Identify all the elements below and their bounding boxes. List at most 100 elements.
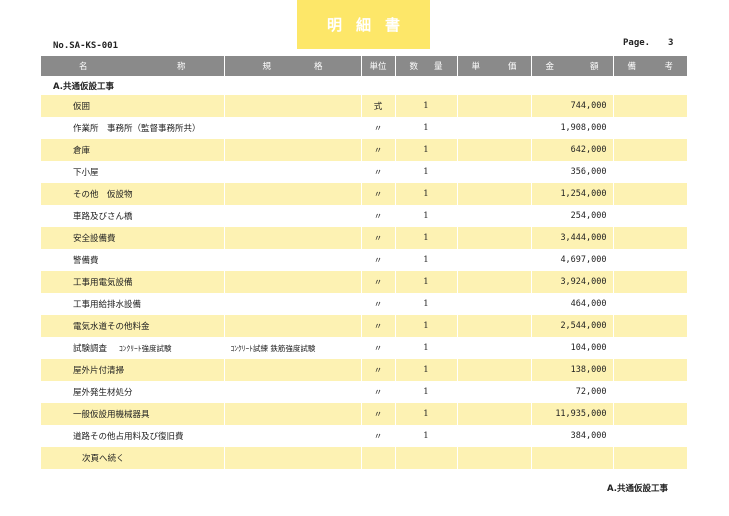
item-spec <box>224 315 362 337</box>
item-note <box>613 227 687 249</box>
item-amount: 1,908,000 <box>531 117 614 139</box>
item-unit: 〃 <box>361 293 396 315</box>
table-row: 試験調査 ｺﾝｸﾘｰﾄ強度試験 ｺﾝｸﾘｰﾄ試練 鉄筋強度試験〃 1 104,000 <box>41 337 687 359</box>
item-amount: 4,697,000 <box>531 249 614 271</box>
item-unit-price <box>457 337 532 359</box>
item-unit: 〃 <box>361 205 396 227</box>
col-header-price: 単価 <box>457 56 532 76</box>
item-spec <box>224 403 362 425</box>
item-amount: 2,544,000 <box>531 315 614 337</box>
col-header-note: 備考 <box>613 56 687 76</box>
item-spec <box>224 183 362 205</box>
item-unit-price <box>457 139 532 161</box>
item-spec <box>224 139 362 161</box>
item-amount: 1,254,000 <box>531 183 614 205</box>
item-spec <box>224 381 362 403</box>
item-name: 下小屋 <box>41 161 225 183</box>
item-quantity: 1 <box>395 403 458 425</box>
item-spec <box>224 205 362 227</box>
empty-cell <box>613 447 687 469</box>
empty-cell <box>361 447 396 469</box>
item-quantity: 1 <box>395 117 458 139</box>
item-note <box>613 425 687 447</box>
item-unit: 〃 <box>361 315 396 337</box>
item-name: 工事用給排水設備 <box>41 293 225 315</box>
empty-cell <box>395 447 458 469</box>
item-unit: 〃 <box>361 139 396 161</box>
item-unit: 〃 <box>361 249 396 271</box>
item-note <box>613 337 687 359</box>
document-title: 明細書 <box>326 16 414 34</box>
item-note <box>613 183 687 205</box>
table-row: 電気水道その他料金 〃 1 2,544,000 <box>41 315 687 337</box>
page-label: Page. <box>623 38 651 48</box>
item-note <box>613 271 687 293</box>
item-name: 車路及びさん橋 <box>41 205 225 227</box>
item-unit: 〃 <box>361 117 396 139</box>
item-unit-price <box>457 117 532 139</box>
title-banner: 明細書 <box>297 0 430 49</box>
item-unit-price <box>457 227 532 249</box>
item-name: 一般仮設用機械器具 <box>41 403 225 425</box>
table-row: 工事用給排水設備 〃 1 464,000 <box>41 293 687 315</box>
item-note <box>613 381 687 403</box>
item-spec <box>224 359 362 381</box>
section-row: A.共通仮設工事 <box>41 76 687 95</box>
item-quantity: 1 <box>395 293 458 315</box>
item-unit: 〃 <box>361 183 396 205</box>
item-unit-price <box>457 271 532 293</box>
item-unit: 式 <box>361 95 396 117</box>
item-quantity: 1 <box>395 161 458 183</box>
section-title: A.共通仮設工事 <box>41 76 687 95</box>
item-name: 電気水道その他料金 <box>41 315 225 337</box>
document-number: No.SA-KS-001 <box>53 41 119 51</box>
page-number: 3 <box>668 38 674 48</box>
col-header-name: 名称 <box>41 56 225 76</box>
table-row: 仮囲 式 1 744,000 <box>41 95 687 117</box>
table-row: その他 仮設物 〃 1 1,254,000 <box>41 183 687 205</box>
item-unit: 〃 <box>361 403 396 425</box>
item-unit: 〃 <box>361 227 396 249</box>
item-amount: 104,000 <box>531 337 614 359</box>
col-header-spec: 規格 <box>224 56 362 76</box>
item-unit-price <box>457 205 532 227</box>
item-spec <box>224 293 362 315</box>
item-spec: ｺﾝｸﾘｰﾄ試練 鉄筋強度試験 <box>224 337 362 359</box>
col-header-amount: 金額 <box>531 56 614 76</box>
empty-cell <box>224 447 362 469</box>
item-note <box>613 249 687 271</box>
item-spec <box>224 95 362 117</box>
item-note <box>613 95 687 117</box>
item-quantity: 1 <box>395 315 458 337</box>
item-amount: 384,000 <box>531 425 614 447</box>
table-row: 一般仮設用機械器具 〃 1 11,935,000 <box>41 403 687 425</box>
item-amount: 356,000 <box>531 161 614 183</box>
item-unit-price <box>457 161 532 183</box>
item-unit: 〃 <box>361 271 396 293</box>
item-spec <box>224 249 362 271</box>
item-name: 工事用電気設備 <box>41 271 225 293</box>
table-header-row: 名称 規格 単位 数量 単価 金額 備考 <box>41 56 687 76</box>
item-name: 屋外片付清掃 <box>41 359 225 381</box>
item-note <box>613 403 687 425</box>
item-quantity: 1 <box>395 139 458 161</box>
item-quantity: 1 <box>395 425 458 447</box>
item-amount: 72,000 <box>531 381 614 403</box>
table-row: 警備費 〃 1 4,697,000 <box>41 249 687 271</box>
item-quantity: 1 <box>395 337 458 359</box>
item-amount: 464,000 <box>531 293 614 315</box>
item-unit: 〃 <box>361 337 396 359</box>
empty-cell <box>457 447 532 469</box>
detail-table: 名称 規格 単位 数量 単価 金額 備考 A.共通仮設工事 仮囲式 1 744,00… <box>41 56 687 469</box>
item-note <box>613 315 687 337</box>
item-spec <box>224 271 362 293</box>
item-subname: ｺﾝｸﾘｰﾄ強度試験 <box>119 344 172 353</box>
item-note <box>613 139 687 161</box>
item-amount: 254,000 <box>531 205 614 227</box>
continue-label: 次頁へ続く <box>41 447 225 469</box>
item-spec <box>224 227 362 249</box>
table-row: 道路その他占用料及び復旧費 〃 1 384,000 <box>41 425 687 447</box>
item-amount: 744,000 <box>531 95 614 117</box>
item-name: 試験調査 ｺﾝｸﾘｰﾄ強度試験 <box>41 337 225 359</box>
item-unit-price <box>457 425 532 447</box>
